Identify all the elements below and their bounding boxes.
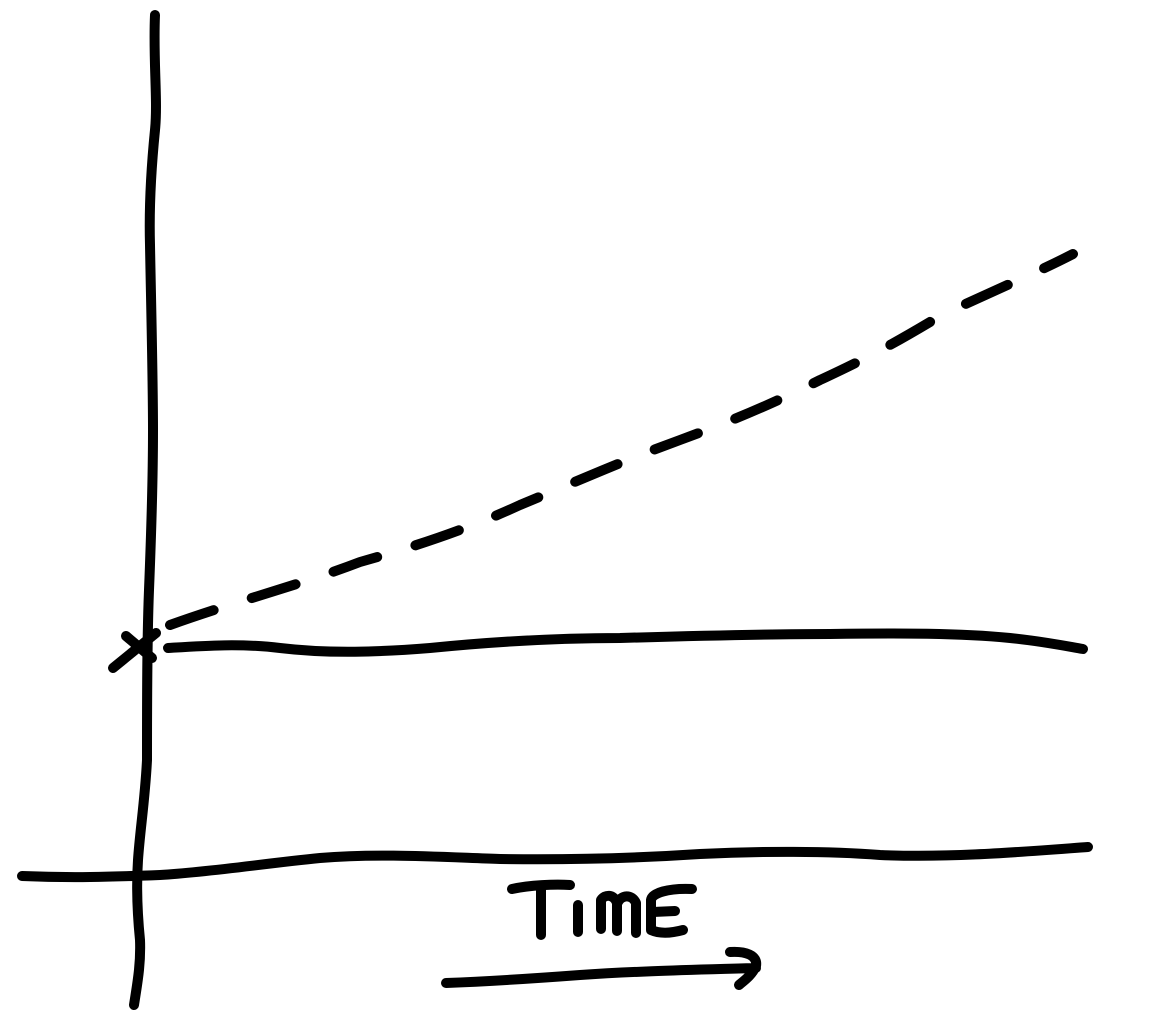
starting-point-mark bbox=[108, 628, 161, 673]
rising-dashed-line bbox=[165, 249, 1078, 630]
horizontal-axis bbox=[17, 842, 1093, 883]
flat-solid-line bbox=[163, 628, 1088, 657]
vertical-axis bbox=[129, 10, 161, 1010]
time-arrow bbox=[441, 946, 762, 990]
time-axis-label: Time bbox=[548, 893, 649, 945]
time-label-handwriting bbox=[507, 879, 697, 940]
